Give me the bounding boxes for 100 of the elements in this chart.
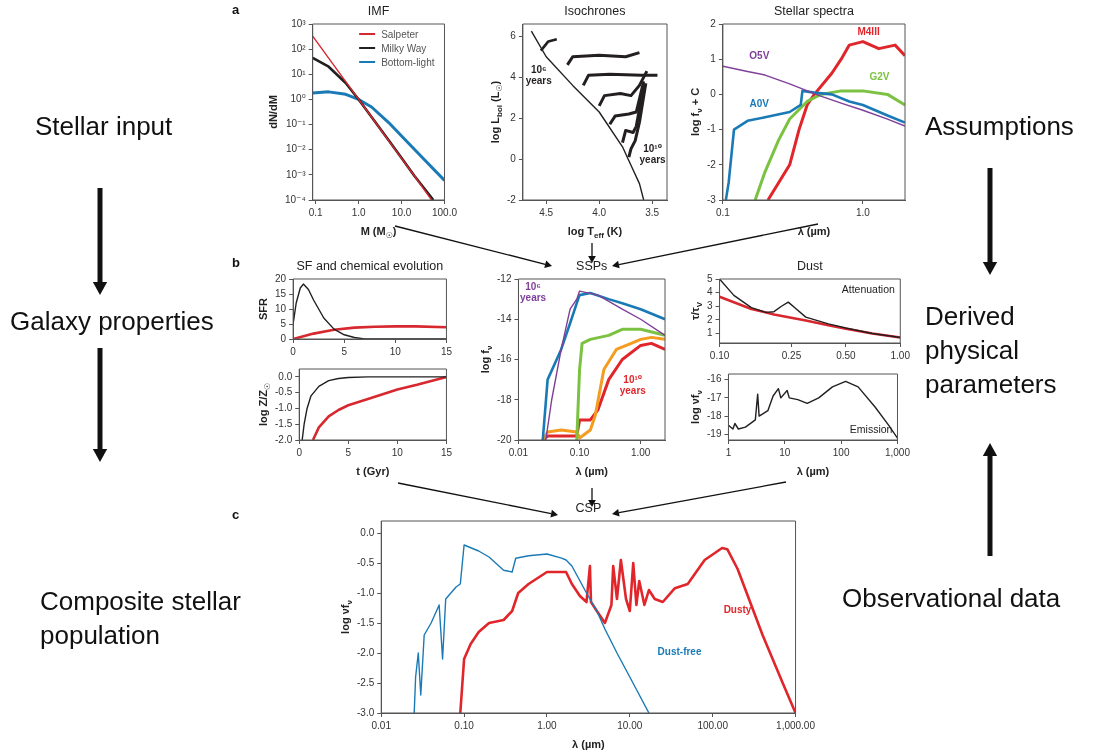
legend-label: Milky Way	[381, 42, 427, 54]
x-axis-title: λ (µm)	[575, 465, 609, 477]
y-tick-label: 15	[275, 287, 287, 299]
x-axis-title: λ (µm)	[796, 465, 830, 477]
x-tick-label: 10.0	[391, 206, 412, 218]
x-axis-title: M (M☉)	[360, 225, 397, 241]
x-tick-label: 4.0	[592, 206, 607, 218]
y-tick-label: -2	[706, 158, 717, 170]
x-tick-label: 1.00	[537, 719, 558, 731]
text: Galaxy properties	[10, 306, 214, 336]
series-label: 10⁶ years	[525, 64, 553, 87]
text: Observational data	[842, 582, 1062, 615]
y-axis-title: log νfν	[689, 389, 705, 424]
y-tick-label: 1	[707, 327, 713, 339]
x-tick-label: 100	[832, 446, 850, 458]
x-tick-label: 1.00	[890, 349, 911, 361]
y-tick-label: 5	[280, 317, 287, 329]
y-tick-label: -0.5	[357, 556, 375, 568]
x-axis-title: t (Gyr)	[356, 465, 390, 477]
x-tick-label: 1.0	[855, 206, 871, 218]
y-tick-label: -16	[707, 373, 722, 385]
y-tick-label: -20	[497, 433, 512, 445]
y-tick-label: -12	[497, 272, 512, 284]
x-tick-label: 0.10	[569, 446, 590, 458]
x-axis-title: λ (µm)	[797, 225, 831, 237]
x-axis-title: λ (µm)	[572, 738, 606, 750]
y-tick-label: 1	[710, 52, 717, 64]
y-tick-label: 2	[510, 111, 517, 123]
x-tick-label: 0.1	[715, 206, 731, 218]
x-tick-label: 100.0	[431, 206, 458, 218]
text: 10⁶ years	[520, 280, 547, 303]
y-tick-label: 0.0	[360, 526, 375, 538]
y-tick-label: 4	[510, 70, 517, 82]
x-tick-label: 15	[440, 345, 453, 357]
x-tick-label: 5	[341, 345, 348, 357]
series-label: A0V	[749, 97, 770, 109]
text: Derived physical parameters	[925, 300, 1058, 401]
y-axis-title: log Z/Z☉	[257, 382, 273, 427]
y-tick-label: -3	[706, 193, 717, 205]
y-tick-label: -2	[506, 193, 517, 205]
x-tick-label: 100.00	[697, 719, 729, 731]
x-tick-label: 0.50	[836, 349, 857, 361]
y-tick-label: 10¹	[291, 68, 307, 80]
y-tick-label: 4	[707, 286, 713, 298]
x-tick-label: 1,000.00	[776, 719, 816, 731]
x-tick-label: 1.00	[630, 446, 651, 458]
y-tick-label: 10⁻⁴	[285, 193, 306, 205]
y-tick-label: -1.5	[357, 616, 375, 628]
text: Composite stellar population	[40, 585, 242, 652]
y-tick-label: 10⁻³	[285, 168, 307, 180]
y-tick-label: -1.0	[357, 586, 375, 598]
chart-title: CSP	[575, 501, 602, 515]
x-tick-label: 10	[389, 345, 402, 357]
x-tick-label: 3.5	[645, 206, 660, 218]
y-tick-label: -18	[707, 409, 722, 421]
x-tick-label: 1	[725, 446, 732, 458]
x-tick-label: 10	[779, 446, 791, 458]
y-tick-label: 0.0	[278, 370, 293, 382]
y-tick-label: -1	[706, 123, 717, 135]
x-tick-label: 0.25	[781, 349, 802, 361]
chart-title: Dust	[797, 259, 824, 273]
x-tick-label: 0.01	[371, 719, 392, 731]
text: a	[232, 2, 240, 17]
x-tick-label: 4.5	[539, 206, 554, 218]
x-tick-label: 10.00	[617, 719, 643, 731]
y-tick-label: 10⁻²	[285, 143, 307, 155]
series-label: M4III	[857, 25, 880, 37]
y-tick-label: -2.0	[357, 646, 375, 658]
y-tick-label: -18	[497, 393, 512, 405]
y-tick-label: -2.0	[275, 433, 293, 445]
x-tick-label: 0.01	[508, 446, 529, 458]
chart-title: SF and chemical evolution	[296, 259, 444, 273]
y-tick-label: 2	[707, 313, 713, 325]
x-tick-label: 5	[345, 446, 352, 458]
y-tick-label: -16	[497, 353, 512, 365]
y-axis-title: log Lbol (L☉)	[489, 80, 505, 144]
y-tick-label: 0	[510, 152, 517, 164]
x-tick-label: 0.10	[709, 349, 730, 361]
y-tick-label: 10⁰	[290, 93, 306, 105]
y-tick-label: 20	[275, 272, 287, 284]
series-label: O5V	[749, 50, 770, 62]
y-axis-title: dN/dM	[267, 95, 279, 129]
y-axis-title: log fν + C	[689, 87, 705, 137]
series-label: 10¹⁰ years	[639, 143, 667, 166]
y-tick-label: 10³	[291, 17, 307, 29]
text: Stellar input	[35, 111, 173, 141]
y-tick-label: 3	[707, 299, 713, 311]
y-axis-title: τ/τV	[689, 301, 705, 321]
text: b	[232, 255, 240, 270]
series-label: Dusty	[723, 604, 752, 616]
x-tick-label: 1,000	[884, 446, 911, 458]
text: Dust-free	[657, 646, 702, 658]
y-tick-label: -0.5	[275, 386, 293, 398]
y-tick-label: -17	[707, 391, 722, 403]
y-tick-label: 6	[510, 30, 517, 42]
chart-title: Isochrones	[564, 4, 626, 18]
y-tick-label: -14	[497, 313, 512, 324]
x-tick-label: 15	[440, 446, 453, 458]
series-label: 10¹⁰ years	[619, 373, 647, 396]
y-axis-title: log fν	[479, 345, 495, 374]
